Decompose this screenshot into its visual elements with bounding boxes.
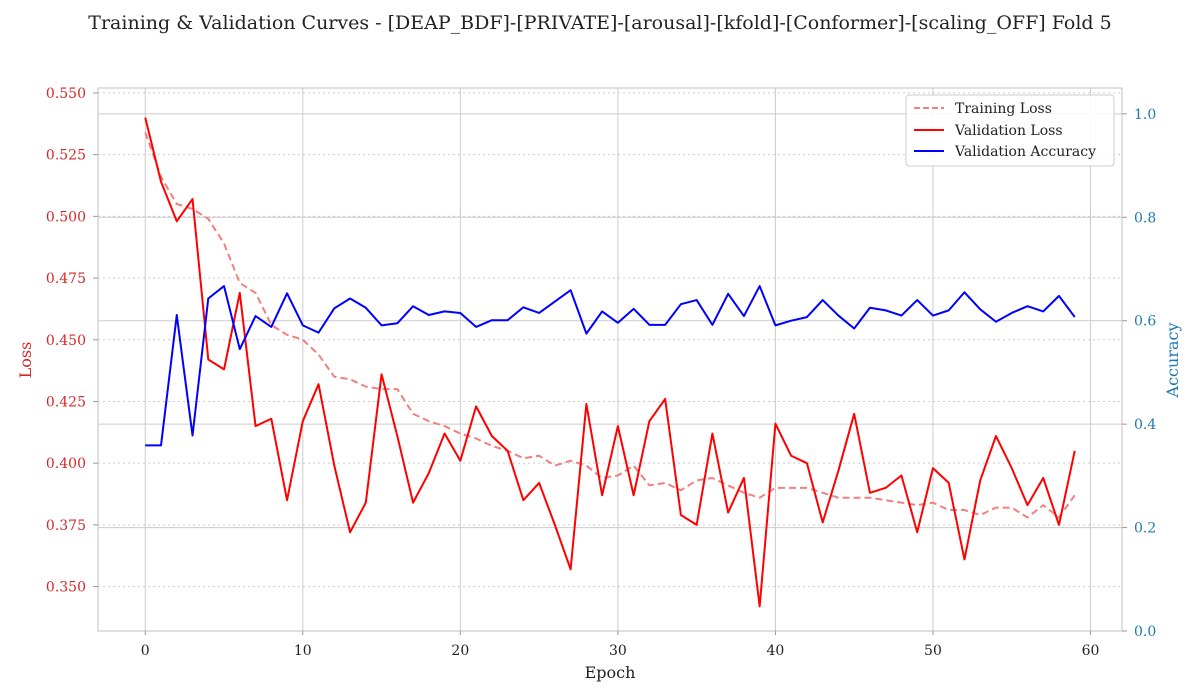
x-tick-label: 10 — [294, 643, 312, 659]
x-tick-label: 40 — [767, 643, 785, 659]
y-axis-left-label: Loss — [16, 342, 35, 379]
y-left-tick-label: 0.525 — [46, 148, 86, 164]
legend-label-validation-loss: Validation Loss — [954, 123, 1063, 139]
y-right-tick-label: 0.2 — [1134, 521, 1156, 537]
series-line-validation-accuracy — [145, 285, 1076, 447]
series-layer — [144, 117, 1076, 608]
y-axis-left: 0.350 0.375 0.400 0.425 0.450 0.475 0.500 0.525… — [46, 86, 98, 596]
x-tick-label: 50 — [924, 643, 942, 659]
x-tick-label: 30 — [609, 643, 627, 659]
y-axis-right-label: Accuracy — [1163, 323, 1182, 399]
legend-box — [905, 94, 1115, 167]
chart-title: Training & Validation Curves - [DEAP_BDF… — [88, 12, 1111, 34]
y-left-tick-label: 0.500 — [46, 209, 86, 225]
plot-border — [97, 87, 1123, 632]
y-right-tick-label: 0.4 — [1134, 417, 1156, 433]
legend: Training Loss Validation Loss Validation… — [905, 94, 1115, 167]
y-left-tick-label: 0.475 — [46, 271, 86, 287]
y-right-tick-label: 0.8 — [1134, 210, 1156, 226]
series-line-training-loss — [144, 132, 1076, 519]
y-left-tick-label: 0.400 — [46, 456, 86, 472]
y-right-tick-label: 1.0 — [1134, 107, 1156, 123]
y-left-tick-label: 0.350 — [46, 580, 86, 596]
y-left-tick-label: 0.550 — [46, 86, 86, 102]
y-left-tick-label: 0.375 — [46, 518, 86, 534]
x-tick-label: 0 — [141, 643, 150, 659]
x-tick-label: 20 — [451, 643, 469, 659]
legend-label-validation-accuracy: Validation Accuracy — [954, 144, 1096, 160]
x-axis: 0 10 20 30 40 50 60 — [141, 631, 1100, 659]
y-left-tick-label: 0.450 — [46, 333, 86, 349]
y-right-tick-label: 0.6 — [1134, 314, 1156, 330]
plot-background — [98, 88, 1122, 631]
y-left-tick-label: 0.425 — [46, 394, 86, 410]
y-axis-right: 0.0 0.2 0.4 0.6 0.8 1.0 — [1122, 107, 1156, 640]
legend-label-training-loss: Training Loss — [955, 101, 1052, 117]
x-tick-label: 60 — [1082, 643, 1100, 659]
y-right-tick-label: 0.0 — [1134, 624, 1156, 640]
axes-spines — [97, 87, 1123, 632]
plot-area — [98, 88, 1122, 631]
x-axis-label: Epoch — [585, 663, 636, 682]
series-line-validation-loss — [144, 117, 1076, 608]
